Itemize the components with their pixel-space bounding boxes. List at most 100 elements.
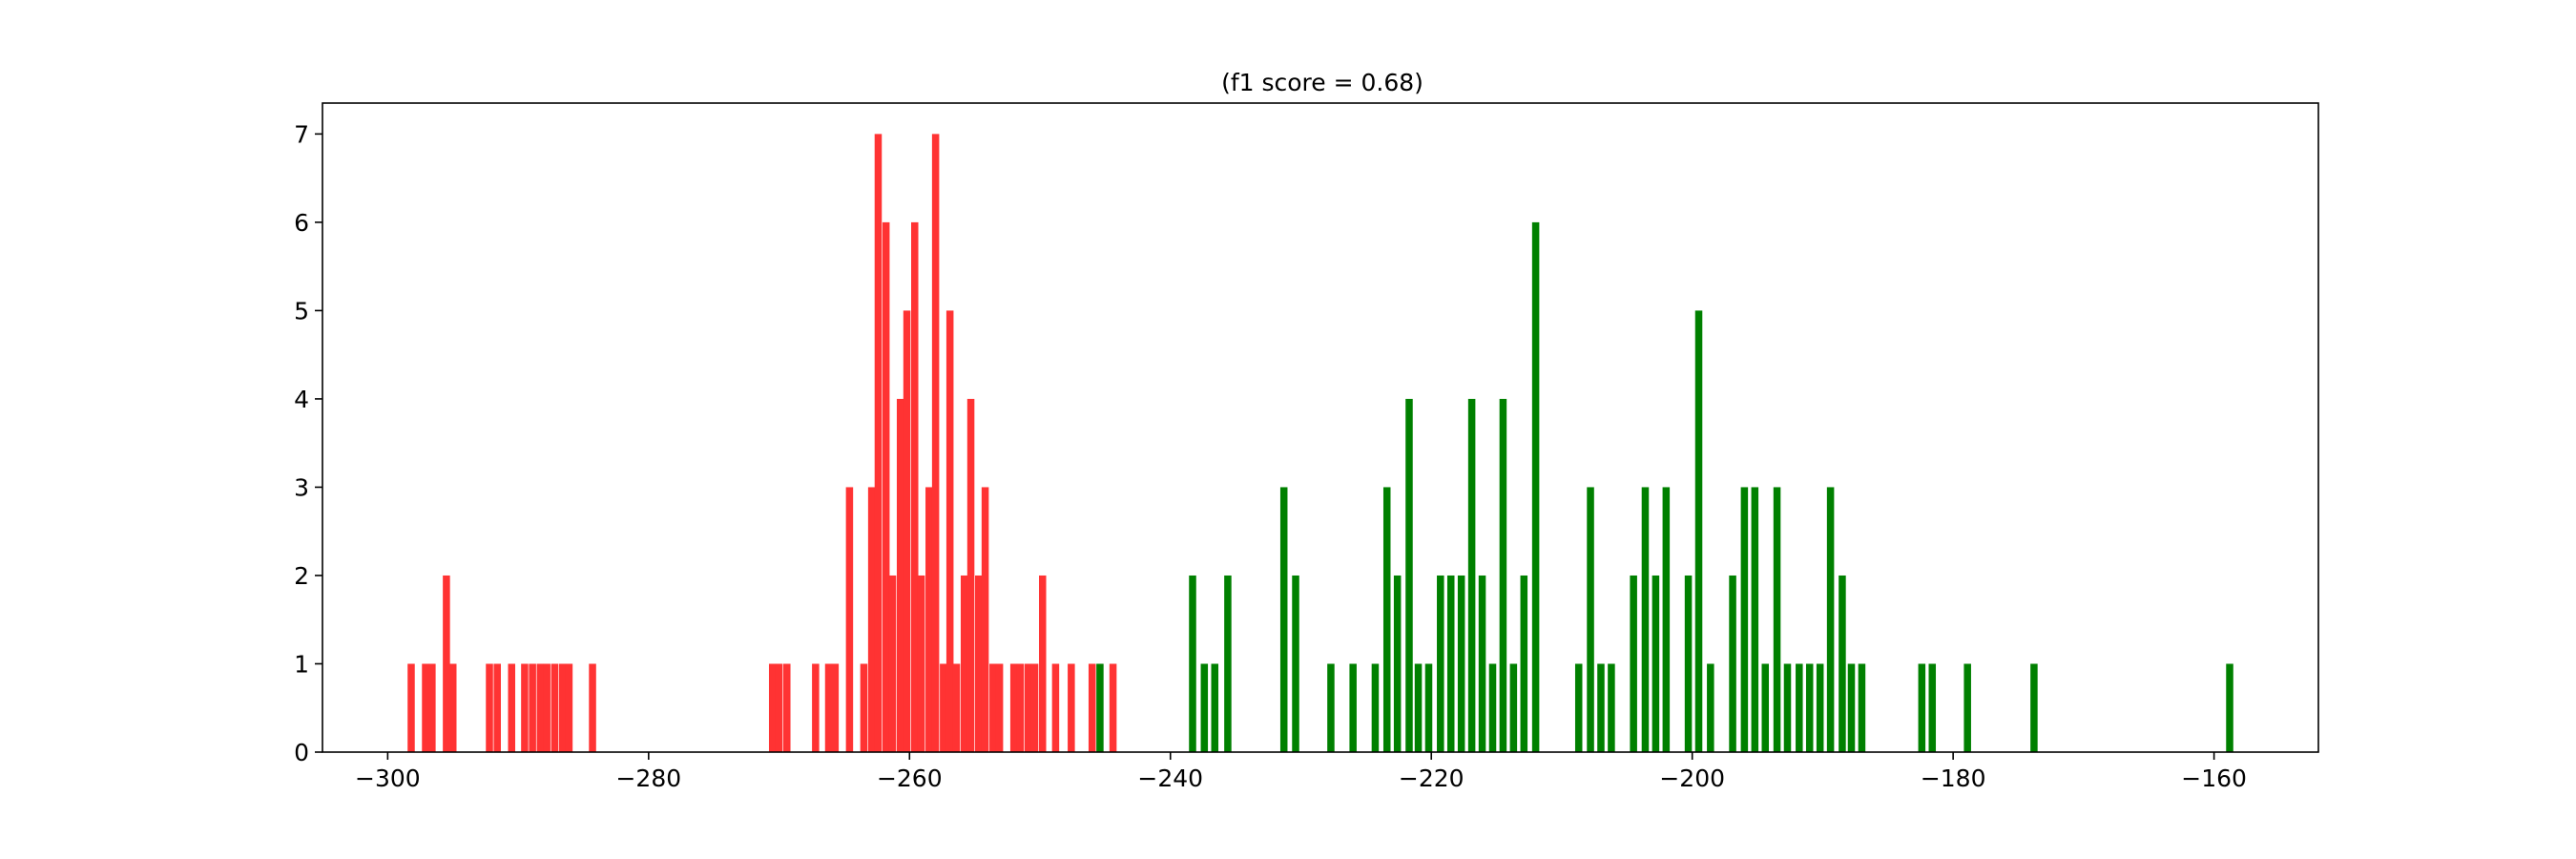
bar [1039,575,1047,752]
bar [867,487,876,752]
bar [1928,663,1937,752]
bar [1707,663,1714,752]
bar [1096,663,1104,752]
bar [882,221,890,752]
bar [1796,663,1803,752]
bar [1051,663,1060,752]
x-tick-label: −200 [1659,765,1725,792]
bar [529,663,536,752]
bar [1292,575,1299,752]
bar [1437,575,1444,752]
x-tick-label: −300 [355,765,421,792]
bar [443,575,450,752]
bar [1068,663,1075,752]
bar [1327,663,1335,752]
bar [1457,575,1465,752]
bar [493,663,501,752]
bar [1574,663,1583,752]
bar [543,663,551,752]
bar [1761,663,1770,752]
bar [1662,487,1671,752]
bar [952,663,961,752]
bar [768,663,777,752]
bar [945,310,954,752]
bar [917,575,925,752]
bar [812,663,820,752]
bar [1009,663,1018,752]
bar [1414,663,1423,752]
bar [966,398,975,752]
bar [1499,398,1507,752]
y-tick-label: 7 [294,120,309,148]
bar [1740,487,1749,752]
bar [1109,663,1117,752]
x-tick-label: −280 [615,765,681,792]
bar [1751,487,1759,752]
bar [1839,575,1846,752]
bar [1446,575,1455,752]
bar [925,487,933,752]
chart-title: (f1 score = 0.68) [1221,69,1423,96]
bar [1509,663,1518,752]
bar [981,487,989,752]
bar [940,663,947,752]
bar [911,221,919,752]
bar [1371,663,1380,752]
bar [931,134,940,752]
bar [558,663,567,752]
bar [1279,487,1288,752]
bar [448,663,457,752]
bar [536,663,545,752]
bar [1200,663,1209,752]
bar [1963,663,1971,752]
x-tick-label: −160 [2181,765,2247,792]
x-axis-ticks: −300 −280 −260 −240 −220 −200 −180 −160 [355,752,2247,792]
x-tick-label: −260 [877,765,943,792]
bar [1918,663,1926,752]
bar [989,663,997,752]
bar [565,663,573,752]
bar [1641,487,1650,752]
bar [551,663,559,752]
x-tick-label: −220 [1399,765,1465,792]
bar [508,663,516,752]
bar [589,663,596,752]
bar [1597,663,1605,752]
bar [1684,575,1693,752]
bar [860,663,868,752]
bar [1189,575,1196,752]
bar [1424,663,1433,752]
bar [2030,663,2038,752]
bar [960,575,968,752]
bar [896,398,904,752]
bar [1520,575,1528,752]
bar [1478,575,1486,752]
bar [1608,663,1615,752]
bar [1694,310,1703,752]
bar [1531,221,1540,752]
bar [888,575,897,752]
bar [1587,487,1594,752]
bar [1382,487,1391,752]
plot-frame [322,102,2319,753]
bar [824,663,833,752]
bar [1393,575,1402,752]
bar [1030,663,1039,752]
x-tick-label: −180 [1921,765,1986,792]
y-tick-label: 2 [294,562,309,590]
bar [1024,663,1032,752]
bar [1826,487,1835,752]
bar [422,663,429,752]
bar [407,663,415,752]
bar [1211,663,1219,752]
bar [831,663,840,752]
y-tick-label: 3 [294,473,309,501]
bar [1773,487,1781,752]
bar [903,310,911,752]
bars-group [407,134,2233,752]
bar [1816,663,1824,752]
bar [1467,398,1476,752]
bar [1224,575,1232,752]
y-axis-ticks: 0 1 2 3 4 5 6 7 [294,120,322,766]
bar [1405,398,1413,752]
